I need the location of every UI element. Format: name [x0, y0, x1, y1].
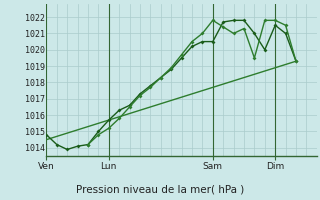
Text: Pression niveau de la mer( hPa ): Pression niveau de la mer( hPa ) [76, 184, 244, 194]
